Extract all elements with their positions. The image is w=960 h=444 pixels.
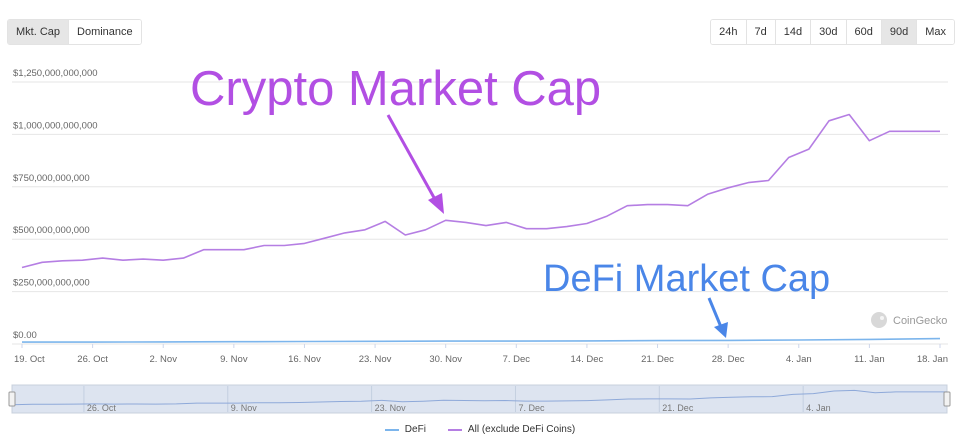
x-tick-label: 26. Oct xyxy=(77,354,108,365)
chart-mode-tabs: Mkt. Cap Dominance xyxy=(7,19,142,45)
x-tick-label: 7. Dec xyxy=(503,354,531,365)
x-tick-label: 18. Jan xyxy=(917,354,948,365)
range-button-30d[interactable]: 30d xyxy=(811,20,847,44)
navigator-tick-label: 26. Oct xyxy=(87,403,117,413)
series-line-all xyxy=(21,113,940,269)
coingecko-watermark: CoinGecko xyxy=(871,312,947,328)
defi-annotation-arrow xyxy=(707,297,728,338)
tab-dominance[interactable]: Dominance xyxy=(69,20,141,44)
crypto-annotation-arrow xyxy=(386,114,444,214)
navigator-tick-labels: 26. Oct 9. Nov 23. Nov 7. Dec 21. Dec 4. Jan xyxy=(83,386,831,413)
y-tick-label: $750,000,000,000 xyxy=(13,173,90,184)
legend-item-defi[interactable]: DeFi xyxy=(384,424,426,435)
x-tick-label: 19. Oct xyxy=(14,354,45,365)
defi-annotation-label: DeFi Market Cap xyxy=(543,258,830,300)
x-tick-label: 14. Dec xyxy=(571,354,604,365)
x-tick-label: 28. Dec xyxy=(712,354,745,365)
x-tick-label: 11. Jan xyxy=(854,354,884,365)
legend-swatch-defi xyxy=(384,428,399,431)
x-tick-label: 4. Jan xyxy=(786,354,812,365)
legend-label-all: All (exclude DeFi Coins) xyxy=(467,424,576,435)
y-tick-label: $500,000,000,000 xyxy=(13,225,90,236)
crypto-annotation-label: Crypto Market Cap xyxy=(190,62,601,116)
navigator-tick-label: 7. Dec xyxy=(518,403,545,413)
x-tick-label: 23. Nov xyxy=(359,354,392,365)
navigator-tick-label: 21. Dec xyxy=(662,403,694,413)
y-axis-tick-labels: $0.00 $250,000,000,000 $500,000,000,000 $75… xyxy=(13,68,98,341)
navigator-tick-label: 4. Jan xyxy=(806,403,831,413)
time-range-buttons: 24h 7d 14d 30d 60d 90d Max xyxy=(710,19,955,45)
range-button-max[interactable]: Max xyxy=(917,20,954,44)
x-axis-tick-labels: 19. Oct 26. Oct 2. Nov 9. Nov 16. Nov 23. Nov… xyxy=(14,344,948,365)
grid-lines xyxy=(12,81,948,345)
navigator-tick-label: 23. Nov xyxy=(375,403,407,413)
tab-mkt-cap[interactable]: Mkt. Cap xyxy=(8,20,70,44)
watermark-label: CoinGecko xyxy=(893,315,947,327)
range-button-7d[interactable]: 7d xyxy=(746,20,776,44)
navigator-left-handle[interactable] xyxy=(8,391,16,407)
navigator-right-handle[interactable] xyxy=(943,391,951,407)
y-tick-label: $250,000,000,000 xyxy=(13,278,90,289)
range-button-90d[interactable]: 90d xyxy=(881,20,918,44)
navigator-tick-label: 9. Nov xyxy=(231,403,258,413)
y-tick-label: $1,000,000,000,000 xyxy=(13,120,98,131)
navigator-series-line xyxy=(11,389,947,406)
chart-legend: DeFi All (exclude DeFi Coins) xyxy=(0,424,960,435)
x-tick-label: 30. Nov xyxy=(429,354,462,365)
range-button-14d[interactable]: 14d xyxy=(775,20,812,44)
x-tick-label: 9. Nov xyxy=(220,354,248,365)
y-tick-label: $1,250,000,000,000 xyxy=(13,68,98,79)
navigator-series xyxy=(11,389,947,406)
y-tick-label: $0.00 xyxy=(13,330,37,341)
range-button-60d[interactable]: 60d xyxy=(846,20,882,44)
range-navigator[interactable]: 26. Oct 9. Nov 23. Nov 7. Dec 21. Dec 4. Jan xyxy=(8,384,951,414)
x-tick-label: 16. Nov xyxy=(288,354,321,365)
series-lines xyxy=(21,113,941,343)
legend-label-defi: DeFi xyxy=(404,424,426,435)
x-tick-label: 21. Dec xyxy=(641,354,674,365)
range-button-24h[interactable]: 24h xyxy=(711,20,747,44)
x-tick-label: 2. Nov xyxy=(149,354,177,365)
legend-item-all[interactable]: All (exclude DeFi Coins) xyxy=(447,424,576,435)
coingecko-logo-icon xyxy=(871,312,887,328)
series-line-defi xyxy=(22,337,941,343)
legend-swatch-all xyxy=(447,428,462,431)
